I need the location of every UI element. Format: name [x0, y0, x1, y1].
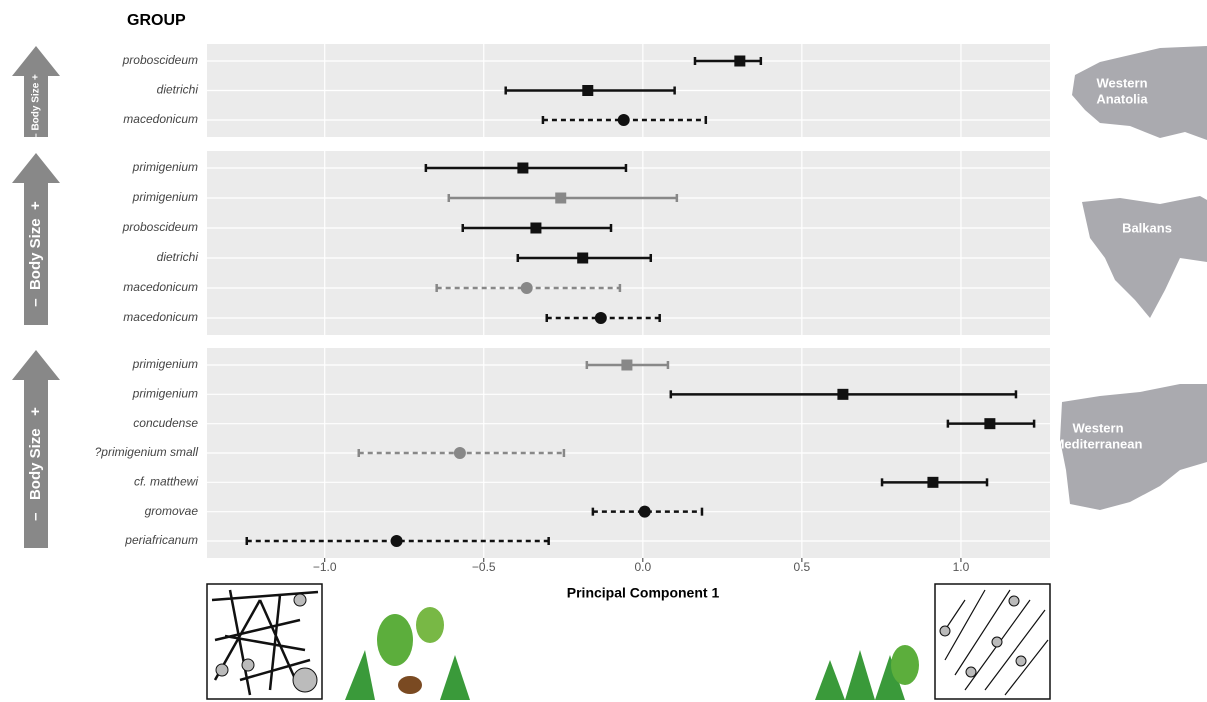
- category-label: primigenium: [132, 160, 198, 174]
- region-label: Anatolia: [1096, 91, 1148, 106]
- point: [517, 162, 529, 174]
- point: [577, 252, 589, 264]
- point: [390, 535, 403, 547]
- category-label: macedonicum: [123, 280, 198, 294]
- point: [837, 388, 849, 400]
- body-size-arrow: [12, 153, 60, 325]
- arrow-label: – Body Size +: [27, 201, 44, 307]
- category-label: primigenium: [132, 387, 198, 401]
- category-label: macedonicum: [123, 112, 198, 126]
- region-label: Mediterranean: [1054, 436, 1143, 451]
- point: [638, 505, 651, 518]
- body-size-arrow: [12, 46, 60, 137]
- region-label: Western: [1072, 420, 1123, 435]
- region-label: Balkans: [1122, 220, 1172, 235]
- panel-background: [207, 151, 1050, 335]
- point: [617, 114, 630, 126]
- body-size-arrow: [12, 350, 60, 548]
- habitat-icon-left: [206, 583, 323, 700]
- category-label: dietrichi: [157, 83, 199, 97]
- category-label: proboscideum: [122, 53, 198, 67]
- plant-illustration: [345, 607, 919, 700]
- point: [594, 312, 607, 324]
- point: [582, 85, 594, 96]
- x-tick-label: −1.0: [313, 560, 337, 574]
- category-label: gromovae: [145, 504, 199, 518]
- point: [530, 222, 542, 234]
- category-label: proboscideum: [122, 220, 198, 234]
- map-anatolia: [1072, 46, 1207, 140]
- habitat-icon-right: [934, 583, 1051, 700]
- x-axis-label: Principal Component 1: [567, 585, 720, 601]
- point: [520, 282, 533, 294]
- point: [927, 476, 939, 488]
- category-label: periafricanum: [124, 533, 198, 547]
- point: [555, 192, 567, 204]
- x-tick-label: −0.5: [472, 560, 496, 574]
- map-iberia: [1060, 384, 1207, 510]
- category-label: cf. matthewi: [134, 475, 198, 489]
- point: [734, 55, 746, 67]
- region-label: Western: [1096, 75, 1147, 90]
- x-tick-label: 1.0: [953, 560, 970, 574]
- arrow-label: – Body Size +: [27, 407, 44, 521]
- category-label: primigenium: [132, 190, 198, 204]
- point: [621, 359, 633, 371]
- category-label: primigenium: [132, 357, 198, 371]
- x-tick-label: 0.0: [634, 560, 651, 574]
- point: [453, 447, 466, 459]
- category-label: concudense: [133, 416, 198, 430]
- arrow-label: – Body Size +: [31, 74, 42, 139]
- x-tick-label: 0.5: [794, 560, 811, 574]
- category-label: macedonicum: [123, 310, 198, 324]
- category-label: dietrichi: [157, 250, 199, 264]
- legend-title: GROUP: [127, 12, 186, 29]
- point: [984, 418, 996, 430]
- category-label: ?primigenium small: [95, 445, 199, 459]
- map-balkans: [1082, 196, 1207, 318]
